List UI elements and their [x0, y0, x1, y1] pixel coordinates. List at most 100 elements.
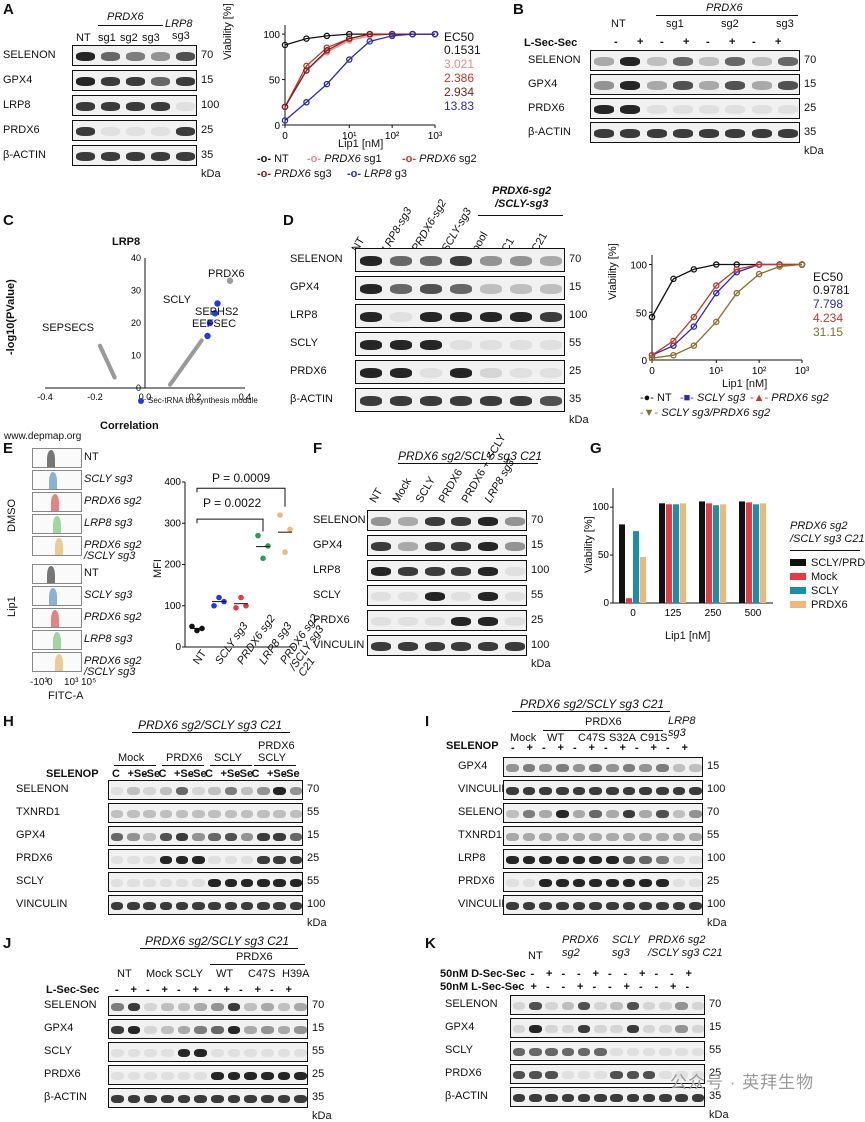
- k-band: [512, 1025, 526, 1033]
- k-blot-strip: [510, 1041, 705, 1061]
- j-band: [194, 1072, 207, 1080]
- f-band: [397, 642, 419, 651]
- c-xtick-label: -0.4: [37, 392, 53, 402]
- i-band: [506, 833, 519, 841]
- j-band: [194, 1003, 207, 1011]
- f-band: [504, 542, 525, 551]
- i-band: [539, 764, 552, 772]
- k-band: [594, 1094, 607, 1102]
- i-band: [689, 879, 702, 887]
- e-point: [216, 594, 222, 601]
- b-band: [751, 57, 772, 66]
- k-sign-d: +: [639, 968, 646, 980]
- i-band: [689, 787, 702, 795]
- b-sign: +: [637, 36, 644, 48]
- j-sign: +: [223, 984, 230, 996]
- b-row-label-actin: β-ACTIN: [528, 125, 571, 138]
- e-hist-xtick: -10³: [30, 677, 48, 688]
- k-sign-l: -: [592, 981, 597, 993]
- e-histogram-peak: [49, 588, 57, 605]
- f-band: [397, 617, 419, 626]
- b-band: [672, 81, 693, 90]
- c-point-eefsec: [206, 319, 214, 327]
- j-band: [294, 1072, 307, 1080]
- f-blot-strip: [367, 510, 527, 531]
- d-band: [449, 256, 473, 266]
- d-band: [449, 340, 473, 350]
- d-band: [389, 396, 413, 406]
- h-band: [257, 810, 270, 818]
- k-sign-l: -: [546, 981, 550, 993]
- b-sign: +: [683, 36, 690, 48]
- c-xtick-label: 0.4: [239, 392, 252, 402]
- i-band: [522, 764, 536, 772]
- h-band: [127, 810, 140, 818]
- a-point-prdx6-sg3: [281, 103, 289, 111]
- j-band: [227, 1026, 241, 1034]
- h-band: [143, 787, 156, 795]
- j-title-underline: [140, 948, 298, 949]
- i-band: [672, 902, 686, 910]
- e-xaxis: FITC-A: [48, 690, 84, 702]
- h-band: [110, 787, 124, 795]
- j-band: [177, 1095, 191, 1103]
- f-band: [424, 542, 445, 551]
- f-band: [477, 592, 499, 601]
- h-sign: -Se: [282, 768, 300, 780]
- d-xlabel: Lip1 [nM]: [722, 378, 768, 390]
- b-sign: +: [729, 36, 736, 48]
- c-gene-label-sephs2: SEPHS2: [195, 306, 239, 318]
- panel-letter-i: I: [425, 713, 430, 730]
- h-band: [192, 787, 205, 795]
- j-band: [294, 1095, 307, 1103]
- k-sign-d: +: [592, 968, 599, 980]
- panel-letter-h: H: [3, 713, 14, 730]
- a-blot-strip: [72, 95, 197, 116]
- a-band: [76, 102, 95, 111]
- d-band: [389, 256, 413, 266]
- k-band: [642, 1094, 656, 1102]
- i-band: [556, 902, 569, 910]
- i-marker: 100: [707, 898, 726, 910]
- a-lrp8-sub: sg3: [172, 30, 190, 42]
- panel-letter-g: G: [590, 440, 602, 457]
- h-band: [208, 856, 221, 864]
- i-band: [639, 902, 652, 910]
- e-ytick-label: 100: [164, 601, 181, 612]
- j-band: [161, 1049, 174, 1057]
- k-band: [659, 1048, 672, 1056]
- a-point-lrp8-g3: [281, 117, 289, 124]
- e-point: [287, 526, 293, 533]
- k-band: [512, 1002, 526, 1010]
- a-legend-italic: PRDX6: [324, 153, 361, 165]
- i-row-label-vinculin: VINCULIN: [458, 898, 510, 910]
- c-point-sepsecs: [204, 332, 211, 340]
- i-row-label-prdx6: PRDX6: [458, 875, 495, 887]
- i-band: [622, 879, 636, 887]
- i-band: [606, 833, 619, 841]
- a-band: [151, 77, 170, 86]
- a-legend-text: NT: [274, 153, 289, 165]
- i-band: [639, 787, 652, 795]
- h-band: [224, 856, 238, 864]
- b-band: [751, 105, 772, 114]
- d-point-scly-sg3-prdx6-sg2: [733, 289, 740, 297]
- c-gene-label-scly: SCLY: [163, 294, 191, 306]
- i-title: PRDX6 sg2/SCLY sg3 C21: [520, 697, 665, 711]
- g-legend-swatch: [790, 559, 806, 566]
- e-bracket-2: [196, 518, 264, 532]
- a-marker: 70: [201, 48, 214, 61]
- e-histogram-peak: [53, 632, 61, 649]
- h-band: [143, 833, 156, 841]
- h-band: [224, 833, 238, 841]
- d-ytick-label: 0: [641, 356, 647, 367]
- a-ec-value: 0.1531: [444, 43, 481, 57]
- h-sign: +Se: [220, 768, 241, 780]
- g-bar-scly-250: [713, 505, 719, 603]
- h-group-prdx6: PRDX6: [166, 752, 203, 764]
- j-blot-strip: [108, 1088, 308, 1108]
- k-blot-strip: [510, 1018, 705, 1038]
- h-blot-strip: [108, 803, 303, 823]
- f-band: [504, 592, 525, 601]
- e-p1: P = 0.0009: [212, 471, 271, 485]
